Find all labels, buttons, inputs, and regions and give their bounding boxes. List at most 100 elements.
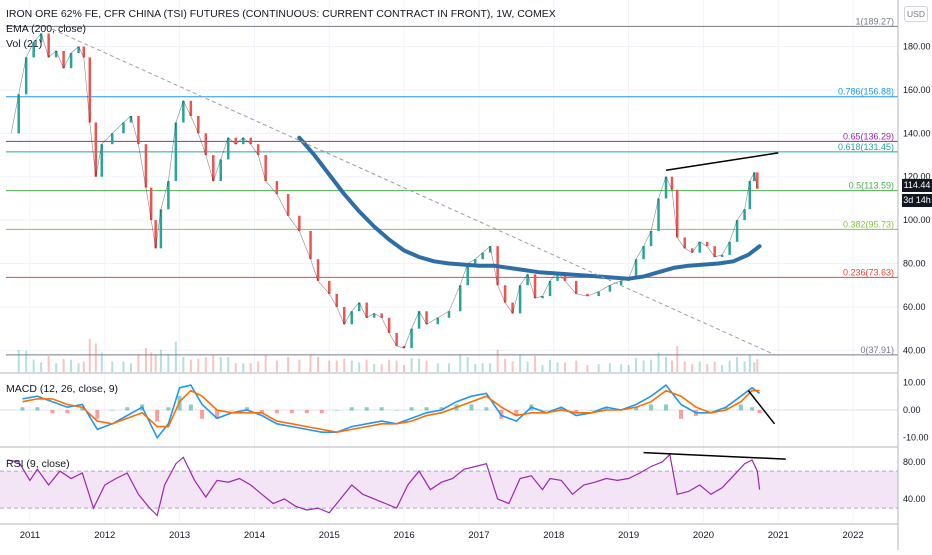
chart-title: IRON ORE 62% FE, CFR CHINA (TSI) FUTURES… [6, 8, 556, 20]
volume-bar [70, 359, 73, 372]
macd-histogram-bar [664, 404, 669, 411]
volume-bar [249, 363, 252, 372]
vol-legend[interactable]: Vol (21) [6, 38, 43, 50]
volume-bar [403, 365, 406, 372]
macd-histogram-bar [514, 410, 519, 417]
volume-bar [474, 364, 477, 372]
volume-bar [620, 364, 623, 372]
volume-bar [575, 360, 578, 372]
volume-bar [698, 361, 701, 372]
macd-histogram-bar [394, 410, 399, 411]
volume-bar [665, 357, 668, 372]
trendlines [52, 28, 786, 460]
macd-histogram-bar [319, 410, 324, 414]
volume-bar [82, 361, 85, 372]
volume-bar [234, 363, 237, 372]
fib-label: 0.382(95.73) [843, 219, 894, 229]
y-tick-label: 160.00 [903, 85, 931, 95]
x-tick-label: 2017 [468, 530, 489, 541]
rsi-line [7, 453, 761, 517]
macd-line [22, 383, 761, 440]
volume-bar [100, 352, 103, 372]
macd-histogram-bar [757, 410, 762, 414]
volume-bar [55, 363, 58, 372]
volume-bar [753, 362, 756, 372]
y-tick-label: 180.00 [903, 42, 931, 52]
volume-bar [706, 364, 709, 372]
volume-bar [549, 359, 552, 372]
volume-bar [388, 359, 391, 372]
volume-bar [47, 356, 50, 372]
macd-histogram-bar [125, 407, 130, 411]
volume-bar [683, 361, 686, 372]
volume-bar [597, 364, 600, 372]
volume-bar [167, 354, 170, 372]
volume-bar [317, 357, 320, 372]
volume-bar [642, 360, 645, 372]
macd-histogram-bar [544, 410, 549, 411]
x-tick-label: 2022 [843, 530, 864, 541]
macd-histogram-bar [469, 404, 474, 411]
volume-bar [418, 358, 421, 372]
volume-bar [94, 343, 97, 372]
volume-bar [736, 357, 739, 372]
volume-bar [350, 360, 353, 372]
x-tick-label: 2020 [693, 530, 714, 541]
x-tick-label: 2015 [319, 530, 340, 541]
volume-bar [182, 357, 185, 372]
volume-bar [309, 354, 312, 372]
volume-bar [88, 339, 91, 372]
macd-histogram-bar [379, 407, 384, 411]
volume-bar [481, 363, 484, 372]
x-tick-label: 2011 [20, 530, 40, 541]
volume-bar [77, 363, 80, 372]
macd-histogram-bar [738, 404, 743, 411]
macd-histogram-bar [244, 407, 249, 411]
volume-bar [635, 357, 638, 372]
volume-bar [159, 349, 162, 372]
macd-histogram-bar [708, 410, 713, 411]
volume-bar [122, 361, 125, 372]
ema-legend[interactable]: EMA (200, close) [6, 23, 86, 35]
volume-bar [32, 359, 35, 372]
volume-bar [395, 360, 398, 372]
y-tick-label: 120.00 [903, 172, 931, 182]
y-tick-label: 60.00 [903, 302, 926, 312]
macd-histogram-bar [678, 410, 683, 419]
volume-bar [25, 350, 28, 372]
volume-bar [197, 358, 200, 372]
macd-histogram-bar [604, 407, 609, 411]
volume-bar [328, 360, 331, 372]
last-price-tag: 114.44 [902, 179, 932, 192]
volume-bar [275, 360, 278, 372]
price-series [10, 32, 762, 349]
volume-bar [343, 358, 346, 372]
volume-bar [519, 354, 522, 372]
fib-label: 0.236(73.63) [843, 267, 894, 277]
volume-bar [144, 348, 147, 372]
grid [0, 0, 898, 522]
macd-histogram-bar [155, 410, 160, 422]
volume-bar [459, 355, 462, 372]
macd-histogram-bar [589, 410, 594, 411]
rsi-y-tick-label: 40.00 [903, 494, 926, 504]
x-tick-label: 2019 [618, 530, 639, 541]
macd-y-tick-label: 0.00 [903, 405, 921, 415]
rsi-legend[interactable]: RSI (9, close) [6, 458, 70, 470]
volume-bar [671, 360, 674, 372]
macd-histogram-bar [334, 410, 339, 411]
volume-bar [373, 364, 376, 372]
volume-bar [756, 359, 759, 372]
volume-bar [212, 355, 215, 372]
volume-bar [219, 357, 222, 372]
macd-histogram-bar [649, 404, 654, 411]
currency-badge[interactable]: USD [904, 6, 928, 22]
volume-bar [287, 357, 290, 372]
volume-bar [264, 355, 267, 372]
volume-bar [257, 361, 260, 372]
volume-bar [204, 357, 207, 372]
volume-bar [556, 362, 559, 372]
macd-histogram-bar [304, 410, 309, 414]
macd-legend[interactable]: MACD (12, 26, close, 9) [6, 383, 119, 395]
